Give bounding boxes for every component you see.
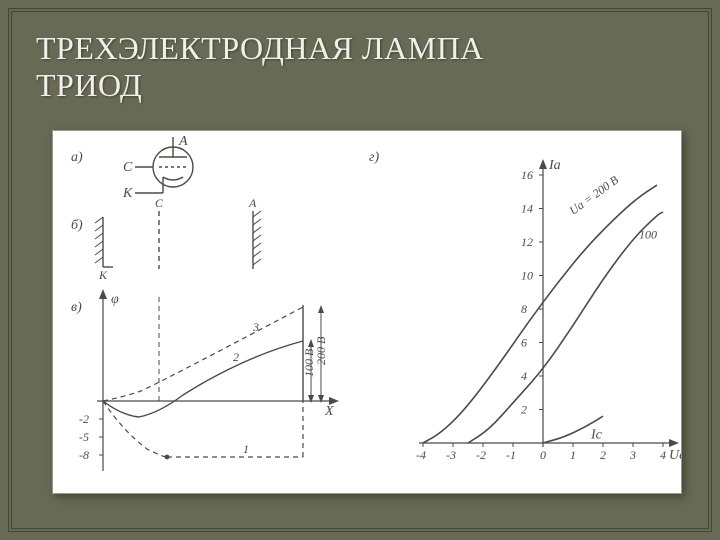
panel-label-b: б) <box>71 218 83 233</box>
svg-text:10: 10 <box>521 269 533 283</box>
svg-text:2: 2 <box>521 403 527 417</box>
svg-text:Ic: Ic <box>590 428 603 443</box>
potential-chart: φ X 100 В 200 В 3 2 <box>79 289 339 471</box>
curve1: 1 <box>243 442 249 456</box>
triode-schematic: A C К <box>122 134 193 201</box>
panel-label-g: г) <box>369 150 379 165</box>
panel-label-a: а) <box>71 150 83 165</box>
slide-title: ТРЕХЭЛЕКТРОДНАЯ ЛАМПА ТРИОД <box>36 30 684 104</box>
svg-text:2: 2 <box>600 448 606 462</box>
svg-text:-3: -3 <box>446 448 456 462</box>
svg-text:16: 16 <box>521 168 533 182</box>
svg-text:8: 8 <box>521 302 527 316</box>
slide-frame: ТРЕХЭЛЕКТРОДНАЯ ЛАМПА ТРИОД а) A C К <box>8 8 712 532</box>
yneg-8: -8 <box>79 448 89 462</box>
phi-label: φ <box>111 292 119 307</box>
svg-text:1: 1 <box>570 448 576 462</box>
curve3: 3 <box>252 320 259 334</box>
iv-chart: -4-3-2-101234246810121416IаUcUа = 200 В1… <box>416 158 681 463</box>
curve2: 2 <box>233 350 239 364</box>
schematic-A: A <box>178 134 188 149</box>
panel-label-v: в) <box>71 300 82 315</box>
title-line-1: ТРЕХЭЛЕКТРОДНАЯ ЛАМПА <box>36 30 484 66</box>
svg-text:4: 4 <box>521 369 527 383</box>
yneg-5: -5 <box>79 430 89 444</box>
svg-text:14: 14 <box>521 202 533 216</box>
field-K: К <box>98 268 108 282</box>
svg-text:Iа: Iа <box>548 158 561 173</box>
svg-text:12: 12 <box>521 235 533 249</box>
schematic-K: К <box>122 186 133 201</box>
schematic-C: C <box>123 160 133 175</box>
field-C: C <box>155 196 164 210</box>
svg-text:3: 3 <box>629 448 636 462</box>
x-label: X <box>324 404 334 419</box>
figure-svg: а) A C К б) <box>53 131 681 493</box>
field-A: A <box>248 196 257 210</box>
yneg-2: -2 <box>79 412 89 426</box>
svg-text:4: 4 <box>660 448 666 462</box>
figure-panel: а) A C К б) <box>52 130 682 494</box>
title-line-2: ТРИОД <box>36 67 142 103</box>
svg-text:Uа = 200 В: Uа = 200 В <box>567 172 622 217</box>
svg-text:-1: -1 <box>506 448 516 462</box>
svg-text:100: 100 <box>639 228 657 242</box>
field-diagram: К C A <box>95 196 261 282</box>
svg-text:6: 6 <box>521 336 527 350</box>
svg-text:Uc: Uc <box>669 448 681 463</box>
svg-text:-2: -2 <box>476 448 486 462</box>
svg-text:0: 0 <box>540 448 546 462</box>
svg-text:-4: -4 <box>416 448 426 462</box>
right-200: 200 В <box>314 336 328 365</box>
